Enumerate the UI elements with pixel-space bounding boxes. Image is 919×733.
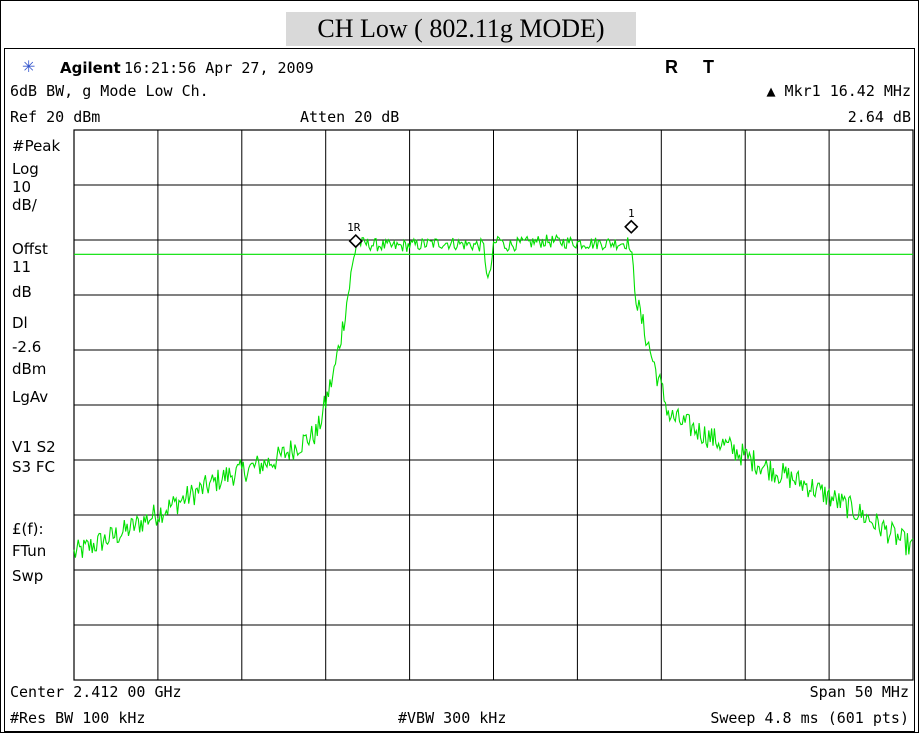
side-label: #Peak	[12, 137, 61, 155]
analyzer-frame	[4, 48, 915, 732]
side-label: FTun	[12, 542, 47, 560]
timestamp: 16:21:56 Apr 27, 2009	[124, 59, 314, 77]
side-label: dB/	[12, 196, 37, 214]
side-label: 10	[12, 178, 32, 196]
side-label: Log	[12, 160, 39, 178]
vbw: #VBW 300 kHz	[398, 709, 507, 727]
attenuation: Atten 20 dB	[300, 108, 400, 126]
marker-label: 1	[628, 207, 635, 220]
side-label: Swp	[12, 567, 44, 585]
chart-title: CH Low ( 802.11g MODE)	[317, 14, 605, 43]
marker-diamond	[348, 233, 363, 249]
res-bw: #Res BW 100 kHz	[10, 709, 146, 727]
marker-label: 1R	[347, 221, 361, 234]
side-label: V1 S2	[12, 438, 56, 456]
sweep: Sweep 4.8 ms (601 pts)	[710, 709, 909, 727]
side-label: dBm	[12, 360, 47, 378]
side-label: Dl	[12, 314, 28, 332]
spectrum-trace	[73, 233, 914, 558]
marker-readout: ▲ Mkr1 16.42 MHz	[766, 82, 912, 100]
ref-level: Ref 20 dBm	[10, 108, 101, 126]
flag-t: T	[703, 57, 714, 77]
marker-diamond	[624, 219, 639, 234]
brand-label: Agilent	[60, 59, 121, 77]
agilent-logo-icon: ✳	[22, 57, 36, 76]
side-label: £(f):	[12, 520, 44, 538]
title-background	[286, 12, 636, 46]
measurement-label: 6dB BW, g Mode Low Ch.	[10, 82, 209, 100]
marker-value: 2.64 dB	[847, 108, 911, 126]
center-frequency: Center 2.412 00 GHz	[10, 683, 182, 701]
side-label: Offst	[12, 240, 48, 258]
side-label: dB	[12, 283, 32, 301]
side-label: 11	[12, 258, 32, 276]
span: Span 50 MHz	[809, 683, 909, 701]
side-label: -2.6	[12, 338, 42, 356]
side-label: S3 FC	[12, 458, 55, 476]
flag-r: R	[665, 57, 678, 77]
side-label: LgAv	[12, 388, 49, 406]
